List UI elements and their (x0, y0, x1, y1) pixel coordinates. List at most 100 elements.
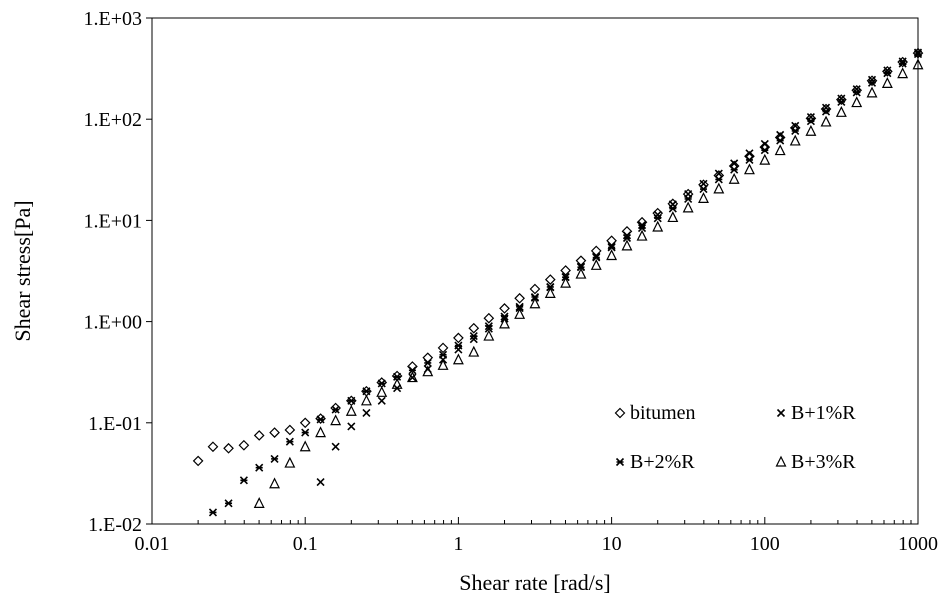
data-point (499, 317, 510, 329)
data-point (774, 132, 786, 143)
legend-label: B+1%R (791, 402, 856, 424)
data-point (592, 252, 601, 261)
y-axis: 1.E-02 1.E-01 1.E+00 1.E+01 1.E+02 1.E+03 (84, 8, 152, 536)
data-point (883, 69, 892, 78)
data-point (529, 283, 541, 295)
data-point (759, 141, 771, 153)
data-point (820, 103, 832, 115)
data-point (330, 414, 342, 426)
data-point (469, 331, 478, 341)
data-point (454, 341, 463, 350)
data-point (255, 463, 264, 472)
data-point (776, 136, 785, 145)
data-point (897, 67, 909, 79)
data-point (652, 207, 664, 219)
data-point (636, 216, 648, 228)
data-point (820, 115, 832, 127)
data-point (192, 455, 204, 467)
data-point (391, 377, 403, 389)
legend-marker (614, 407, 626, 419)
data-point (515, 302, 524, 311)
data-point (207, 441, 219, 453)
data-point (560, 276, 572, 288)
data-point (238, 439, 250, 451)
data-point (500, 312, 509, 321)
data-point (637, 223, 647, 233)
data-point (529, 297, 541, 309)
data-point (760, 146, 769, 155)
legend-label: bitumen (630, 402, 696, 424)
y-tick-label: 1.E+01 (84, 210, 143, 232)
y-tick-label: 1.E-01 (88, 413, 142, 435)
data-point (422, 365, 434, 377)
data-point (499, 303, 510, 314)
data-point (789, 134, 801, 146)
legend-label: B+3%R (791, 451, 856, 473)
data-point (376, 385, 388, 397)
data-point (576, 263, 586, 272)
data-point (652, 220, 664, 232)
x-tick-label: 1000 (898, 533, 938, 555)
data-point (852, 85, 861, 94)
data-point (438, 350, 448, 359)
x-axis-title: Shear rate [rad/s] (459, 570, 610, 595)
data-point (821, 107, 831, 116)
data-point (805, 112, 817, 124)
data-point (299, 417, 311, 429)
y-axis-title: Shear stress[Pa] (10, 200, 35, 341)
y-tick-label: 1.E+00 (84, 312, 143, 334)
data-point (621, 239, 633, 251)
x-tick-label: 100 (750, 533, 780, 555)
data-point (316, 477, 325, 487)
data-point (835, 105, 847, 117)
data-point (851, 96, 863, 108)
legend-marker (615, 457, 625, 467)
data-point (301, 428, 310, 437)
data-point (347, 422, 356, 431)
data-point (360, 394, 372, 406)
data-point (362, 408, 371, 418)
data-point (682, 201, 694, 213)
data-point (377, 379, 386, 388)
data-point (514, 307, 526, 319)
data-point (714, 175, 723, 184)
data-point (452, 353, 464, 365)
data-point (760, 139, 769, 148)
data-point (530, 292, 540, 302)
data-point (699, 184, 708, 194)
data-point (253, 430, 265, 441)
data-point (575, 255, 587, 267)
data-point (330, 402, 341, 414)
data-point (483, 329, 495, 341)
data-point (377, 396, 386, 405)
data-point (684, 194, 693, 203)
data-point (453, 332, 464, 344)
data-point (714, 169, 723, 178)
data-point (514, 292, 525, 304)
legend: bitumen B+1%R B+2%R B+3%R (614, 402, 856, 473)
data-point (730, 159, 739, 168)
data-point (867, 78, 877, 87)
data-point (774, 144, 786, 156)
data-point (791, 126, 800, 135)
series-b-3-r (253, 58, 924, 508)
data-point (483, 312, 495, 324)
data-point (284, 424, 296, 436)
data-point (362, 387, 371, 396)
data-point (315, 426, 327, 438)
data-point (270, 454, 279, 463)
legend-label: B+2%R (630, 451, 695, 473)
data-point (636, 229, 648, 241)
legend-marker (776, 408, 786, 418)
data-point (544, 274, 556, 285)
data-point (789, 122, 801, 134)
data-point (299, 440, 311, 452)
data-point (912, 58, 924, 70)
y-tick-label: 1.E+02 (84, 109, 143, 131)
x-tick-label: 1 (453, 533, 463, 555)
data-point (284, 456, 296, 468)
data-point (208, 508, 218, 517)
data-point (913, 48, 923, 57)
data-point (408, 373, 417, 382)
x-tick-label: 0.01 (135, 533, 170, 555)
